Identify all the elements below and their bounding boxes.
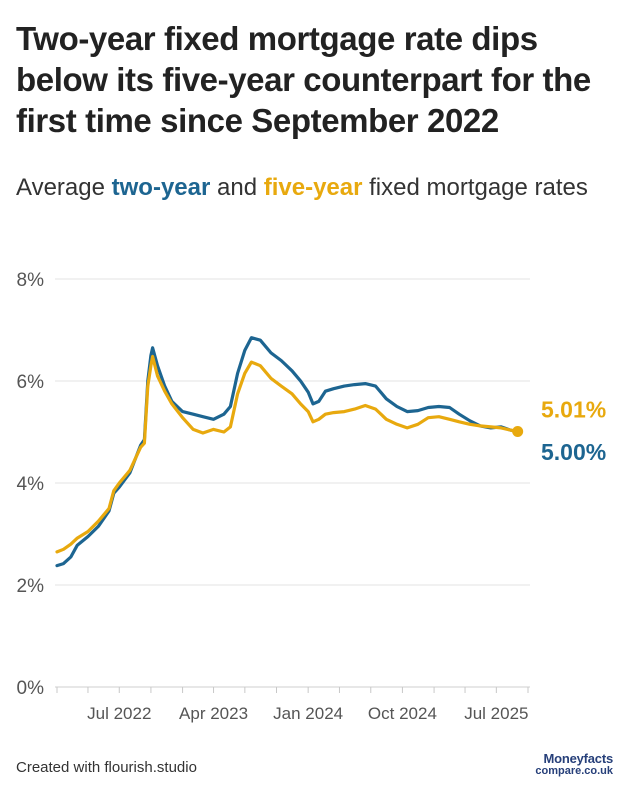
y-axis: 0% 2% 4% 6% 8%	[17, 270, 45, 699]
end-labels: 5.00% 5.01%	[512, 396, 606, 465]
line-chart: 0% 2% 4% 6% 8% Jul 2022 Apr 2023 Jan 2024 Oct 2…	[17, 270, 607, 723]
page-title: Two-year fixed mortgage rate dips below …	[16, 20, 591, 139]
end-label-five-year: 5.01%	[541, 396, 606, 422]
y-tick-label: 2%	[17, 576, 45, 597]
logo-top-text: Moneyfacts	[543, 751, 613, 766]
x-tick-label: Oct 2024	[368, 704, 437, 723]
series-line-two-year	[55, 336, 520, 568]
x-axis: Jul 2022 Apr 2023 Jan 2024 Oct 2024 Jul 2025	[56, 687, 529, 723]
subtitle-middle: and	[210, 174, 264, 201]
x-tick-label: Apr 2023	[179, 704, 248, 723]
moneyfacts-logo: Moneyfacts compare.co.uk	[523, 752, 613, 778]
credit-text[interactable]: Created with flourish.studio	[16, 759, 197, 776]
x-tick-label: Jul 2025	[464, 704, 528, 723]
legend-five-year: five-year	[263, 174, 363, 201]
y-tick-label: 4%	[17, 474, 45, 495]
end-label-two-year: 5.00%	[541, 439, 606, 465]
legend-two-year: two-year	[111, 174, 211, 201]
series-lines	[55, 336, 520, 568]
gridlines	[55, 278, 530, 688]
end-point-marker	[512, 425, 524, 437]
series-line-five-year	[55, 354, 520, 554]
chart-subtitle: Average two-year and five-year fixed mor…	[16, 170, 616, 205]
logo-bottom-text: compare.co.uk	[535, 765, 613, 777]
subtitle-prefix: Average	[16, 174, 112, 201]
y-tick-label: 6%	[17, 372, 45, 393]
y-tick-label: 0%	[17, 678, 45, 699]
y-tick-label: 8%	[17, 270, 45, 291]
x-tick-label: Jan 2024	[273, 704, 343, 723]
x-tick-label: Jul 2022	[87, 704, 151, 723]
subtitle-suffix: fixed mortgage rates	[362, 174, 588, 201]
